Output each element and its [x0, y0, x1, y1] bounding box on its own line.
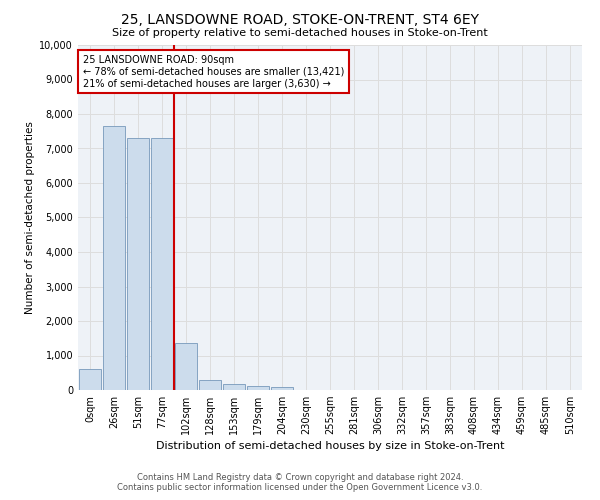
Bar [79, 370, 101, 390]
Bar [175, 344, 197, 390]
Text: Size of property relative to semi-detached houses in Stoke-on-Trent: Size of property relative to semi-detach… [112, 28, 488, 38]
Bar [223, 384, 245, 390]
Bar [199, 380, 221, 390]
Y-axis label: Number of semi-detached properties: Number of semi-detached properties [25, 121, 35, 314]
Bar [103, 126, 125, 390]
Bar [247, 386, 269, 390]
Text: 25 LANSDOWNE ROAD: 90sqm
← 78% of semi-detached houses are smaller (13,421)
21% : 25 LANSDOWNE ROAD: 90sqm ← 78% of semi-d… [83, 56, 344, 88]
Text: Contains HM Land Registry data © Crown copyright and database right 2024.
Contai: Contains HM Land Registry data © Crown c… [118, 473, 482, 492]
Bar [271, 387, 293, 390]
X-axis label: Distribution of semi-detached houses by size in Stoke-on-Trent: Distribution of semi-detached houses by … [156, 442, 504, 452]
Bar [127, 138, 149, 390]
Bar [151, 138, 173, 390]
Text: 25, LANSDOWNE ROAD, STOKE-ON-TRENT, ST4 6EY: 25, LANSDOWNE ROAD, STOKE-ON-TRENT, ST4 … [121, 12, 479, 26]
